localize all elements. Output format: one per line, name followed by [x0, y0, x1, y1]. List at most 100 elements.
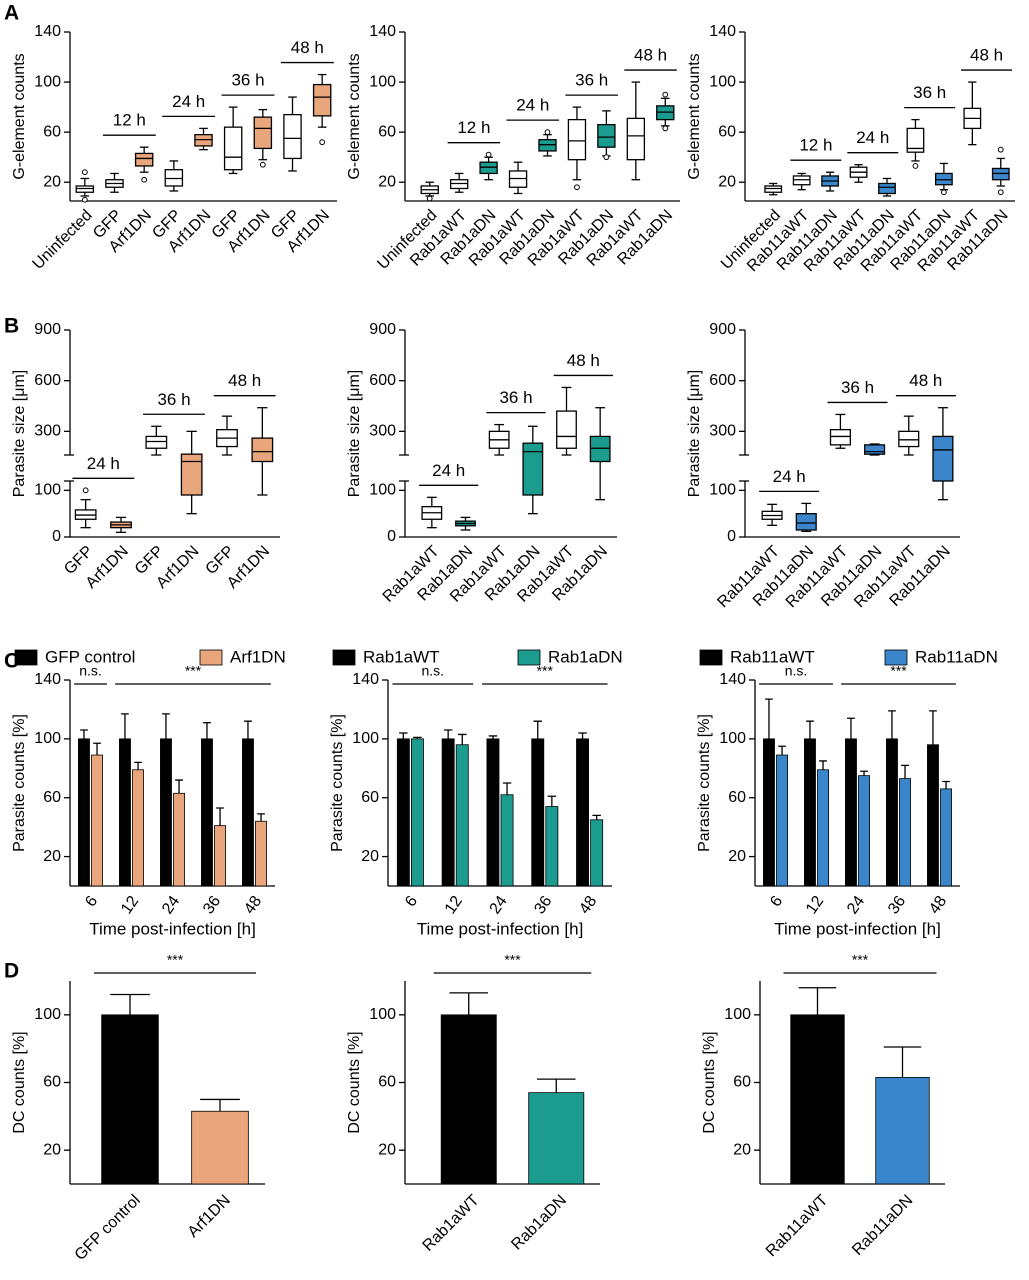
significance-label: n.s.: [79, 663, 102, 679]
bar: [804, 738, 816, 887]
y-tick-label: 60: [361, 789, 379, 806]
x-tick-label: 48: [576, 893, 600, 917]
bar: [817, 769, 829, 887]
y-tick-label: 100: [369, 482, 396, 499]
error-bar: [175, 779, 183, 794]
outlier: [574, 184, 580, 191]
box: [567, 118, 587, 161]
error-bar: [121, 713, 129, 739]
box: [312, 83, 332, 117]
x-tick-label: 36: [531, 893, 555, 917]
error-bar: [798, 987, 837, 1015]
outlier: [997, 146, 1004, 153]
legend-swatch: [332, 649, 356, 666]
y-tick-label: 60: [728, 789, 746, 806]
error-bar: [80, 729, 88, 739]
y-tick-label: 20: [43, 1141, 61, 1158]
y-tick-label: 20: [728, 848, 746, 865]
y-tick-label: 0: [727, 528, 736, 545]
bar: [255, 820, 267, 887]
x-tick-label: Rab11aWT: [763, 1192, 832, 1261]
box: [283, 113, 302, 160]
y-tick-label: 900: [369, 321, 396, 338]
box: [253, 116, 273, 150]
y-tick-label: 140: [34, 23, 61, 40]
y-tick-label: 300: [709, 423, 736, 440]
group-label: 36 h: [841, 378, 874, 397]
error-bar: [203, 722, 211, 739]
outlier: [997, 189, 1004, 196]
legend-swatch: [199, 649, 223, 666]
bar: [576, 738, 590, 887]
bar: [845, 738, 857, 887]
y-tick-label: 100: [34, 730, 61, 747]
error-bar: [806, 720, 814, 739]
error-bar: [110, 993, 150, 1015]
bar: [455, 744, 469, 887]
bar: [396, 738, 410, 887]
error-bar: [449, 992, 489, 1015]
significance-label: n.s.: [422, 663, 445, 679]
legend-label: Rab11aWT: [730, 647, 815, 666]
bar: [899, 778, 911, 887]
bar: [132, 769, 144, 887]
bar: [590, 819, 604, 887]
x-tick-label: 36: [200, 893, 224, 917]
box: [795, 513, 817, 531]
error-bar: [847, 717, 855, 739]
legend-swatch: [517, 649, 541, 666]
significance-label: ***: [537, 663, 554, 679]
error-bar: [458, 733, 467, 745]
box: [180, 453, 203, 496]
bar: [201, 738, 213, 887]
error-bar: [200, 1098, 240, 1112]
x-tick-label: 6: [767, 893, 786, 910]
bar: [440, 1014, 497, 1185]
legend-swatch: [699, 649, 723, 666]
bar: [119, 738, 131, 887]
error-bar: [778, 745, 786, 756]
x-tick-label: 12: [803, 893, 827, 917]
y-tick-label: 0: [387, 528, 396, 545]
bar: [500, 794, 514, 887]
error-bar: [592, 814, 601, 820]
group-label: 48 h: [909, 371, 942, 390]
y-tick-label: 60: [43, 789, 61, 806]
error-bar: [536, 1078, 576, 1093]
bar: [763, 738, 775, 887]
outlier: [141, 176, 148, 183]
x-tick-label: Rab1aWT: [420, 1192, 483, 1255]
bar: [875, 1077, 930, 1185]
group-label: 24 h: [172, 92, 205, 111]
y-axis-label: DC counts [%]: [346, 1031, 363, 1133]
error-bar: [819, 760, 827, 770]
significance-label: ***: [504, 952, 521, 968]
group-label: 12 h: [113, 111, 146, 130]
bar: [78, 738, 90, 887]
group-label: 48 h: [970, 46, 1003, 65]
bar: [790, 1014, 845, 1185]
legend-label: Rab1aWT: [363, 647, 440, 666]
y-axis-label: G-element counts: [11, 53, 28, 179]
outlier: [662, 91, 669, 98]
box: [145, 435, 168, 449]
bar: [486, 738, 500, 887]
y-tick-label: 100: [369, 1006, 396, 1023]
group-label: 36 h: [499, 388, 532, 407]
bar: [242, 738, 254, 887]
x-tick-label: 24: [487, 893, 511, 917]
group-label: 48 h: [567, 351, 600, 370]
outlier: [259, 161, 266, 168]
outlier: [912, 163, 919, 169]
y-tick-label: 20: [361, 848, 379, 865]
y-axis-label: Parasite size [μm]: [686, 370, 703, 497]
bar: [886, 738, 898, 887]
x-tick-label: Rab1aDN: [508, 1192, 570, 1254]
box: [597, 123, 616, 148]
bar: [545, 806, 559, 887]
legend-label: Rab11aDN: [915, 647, 998, 666]
y-tick-label: 140: [352, 671, 379, 688]
group-label: 48 h: [228, 371, 261, 390]
legend-label: Arf1DN: [230, 647, 286, 666]
